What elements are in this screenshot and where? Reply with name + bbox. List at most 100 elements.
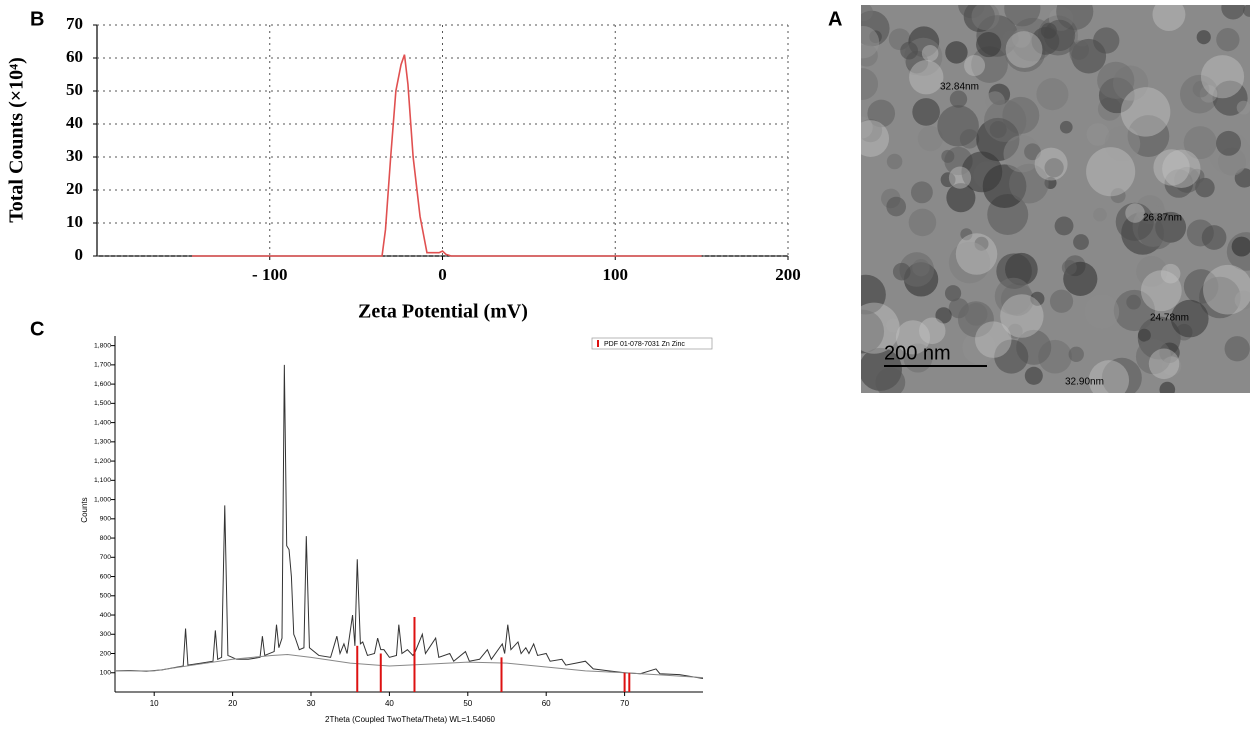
particle	[1201, 225, 1227, 250]
particle	[1093, 207, 1107, 222]
y-tick-label: 70	[66, 14, 83, 33]
particle	[994, 339, 1029, 374]
particle	[900, 41, 918, 60]
particle	[1159, 381, 1176, 393]
particle	[1113, 289, 1156, 332]
particle	[1189, 168, 1205, 184]
y-tick-label: 10	[66, 212, 83, 231]
particle	[1153, 149, 1190, 186]
y-tick-label: 1,500	[94, 400, 111, 407]
particle	[1059, 120, 1073, 134]
particle	[1104, 125, 1141, 162]
particle	[1137, 328, 1151, 342]
annotation: 26.87nm	[1143, 213, 1182, 224]
particle	[1170, 299, 1209, 338]
y-tick-label: 20	[66, 179, 83, 198]
y-tick-label: 1,800	[94, 342, 111, 349]
particle	[861, 309, 885, 354]
data-line	[115, 653, 704, 679]
particle	[976, 31, 1002, 58]
particle	[1234, 290, 1250, 310]
particle	[941, 149, 955, 163]
particle	[1036, 78, 1069, 111]
particle	[994, 277, 1032, 315]
particle	[1068, 346, 1084, 362]
particle	[948, 166, 972, 189]
particle	[949, 90, 968, 108]
particle	[1162, 149, 1201, 188]
particle	[948, 241, 991, 284]
particle	[1115, 202, 1154, 241]
particle	[1044, 158, 1064, 178]
particle	[1061, 260, 1077, 276]
annotation: 32.90nm	[1065, 377, 1104, 388]
particle	[1148, 348, 1180, 380]
x-tick-label: 30	[307, 699, 316, 708]
particle	[935, 307, 952, 324]
x-tick-label: 60	[542, 699, 551, 708]
particle	[1243, 5, 1250, 17]
particle	[1140, 270, 1182, 312]
particle	[1007, 323, 1023, 339]
y-tick-label: 1,000	[94, 496, 111, 503]
y-tick-label: 60	[66, 47, 83, 66]
particle	[912, 98, 940, 126]
x-tick-label: 100	[603, 265, 629, 284]
annotation: 32.84nm	[940, 82, 979, 93]
y-tick-label: 900	[100, 516, 112, 523]
particle	[1086, 147, 1136, 197]
panel-label: C	[30, 318, 44, 340]
y-tick-label: 40	[66, 113, 83, 132]
particle	[1126, 294, 1141, 310]
particle	[962, 330, 996, 365]
legend-swatch	[597, 340, 599, 347]
y-tick-label: 1,600	[94, 381, 111, 388]
particle	[875, 367, 906, 393]
particle	[1135, 339, 1171, 375]
particle	[886, 318, 901, 333]
particle	[964, 55, 986, 77]
particle	[1084, 294, 1120, 329]
particle	[1040, 22, 1057, 39]
legend-label: PDF 01-078-7031 Zn Zinc	[604, 341, 685, 348]
tem-texture	[861, 5, 1250, 393]
particle	[861, 120, 890, 157]
x-tick-label: - 100	[252, 265, 287, 284]
particle	[1024, 143, 1041, 161]
y-tick-label: 1,100	[94, 477, 111, 484]
data-line	[192, 54, 702, 257]
particle	[1183, 269, 1219, 304]
particle	[886, 196, 907, 217]
particle	[1086, 123, 1110, 146]
particle	[957, 301, 994, 338]
particle	[1088, 360, 1130, 393]
particle	[1097, 61, 1135, 99]
annotation: 24.78nm	[1150, 313, 1189, 324]
particle	[861, 302, 900, 354]
particle	[892, 262, 911, 281]
y-tick-label: 30	[66, 146, 83, 165]
y-axis-title: Counts	[80, 497, 89, 522]
y-tick-label: 600	[100, 573, 112, 580]
y-axis-title: Total Counts (×10⁴)	[6, 57, 28, 223]
particle	[1008, 163, 1049, 204]
particle	[1093, 27, 1120, 54]
particle	[908, 208, 937, 237]
particle	[1004, 5, 1041, 27]
y-tick-label: 800	[100, 535, 112, 542]
particle	[1125, 203, 1145, 223]
particle	[895, 320, 931, 355]
particle	[1069, 40, 1094, 66]
particle	[910, 181, 933, 204]
particle	[1110, 188, 1126, 204]
y-tick-label: 0	[75, 245, 84, 264]
particle	[861, 5, 873, 21]
scale-bar-label: 200 nm	[884, 342, 951, 364]
particle	[1221, 5, 1245, 20]
particle	[861, 116, 873, 139]
particle	[1101, 357, 1142, 393]
particle	[1073, 234, 1089, 250]
y-tick-label: 100	[100, 670, 112, 677]
particle	[1049, 289, 1074, 313]
